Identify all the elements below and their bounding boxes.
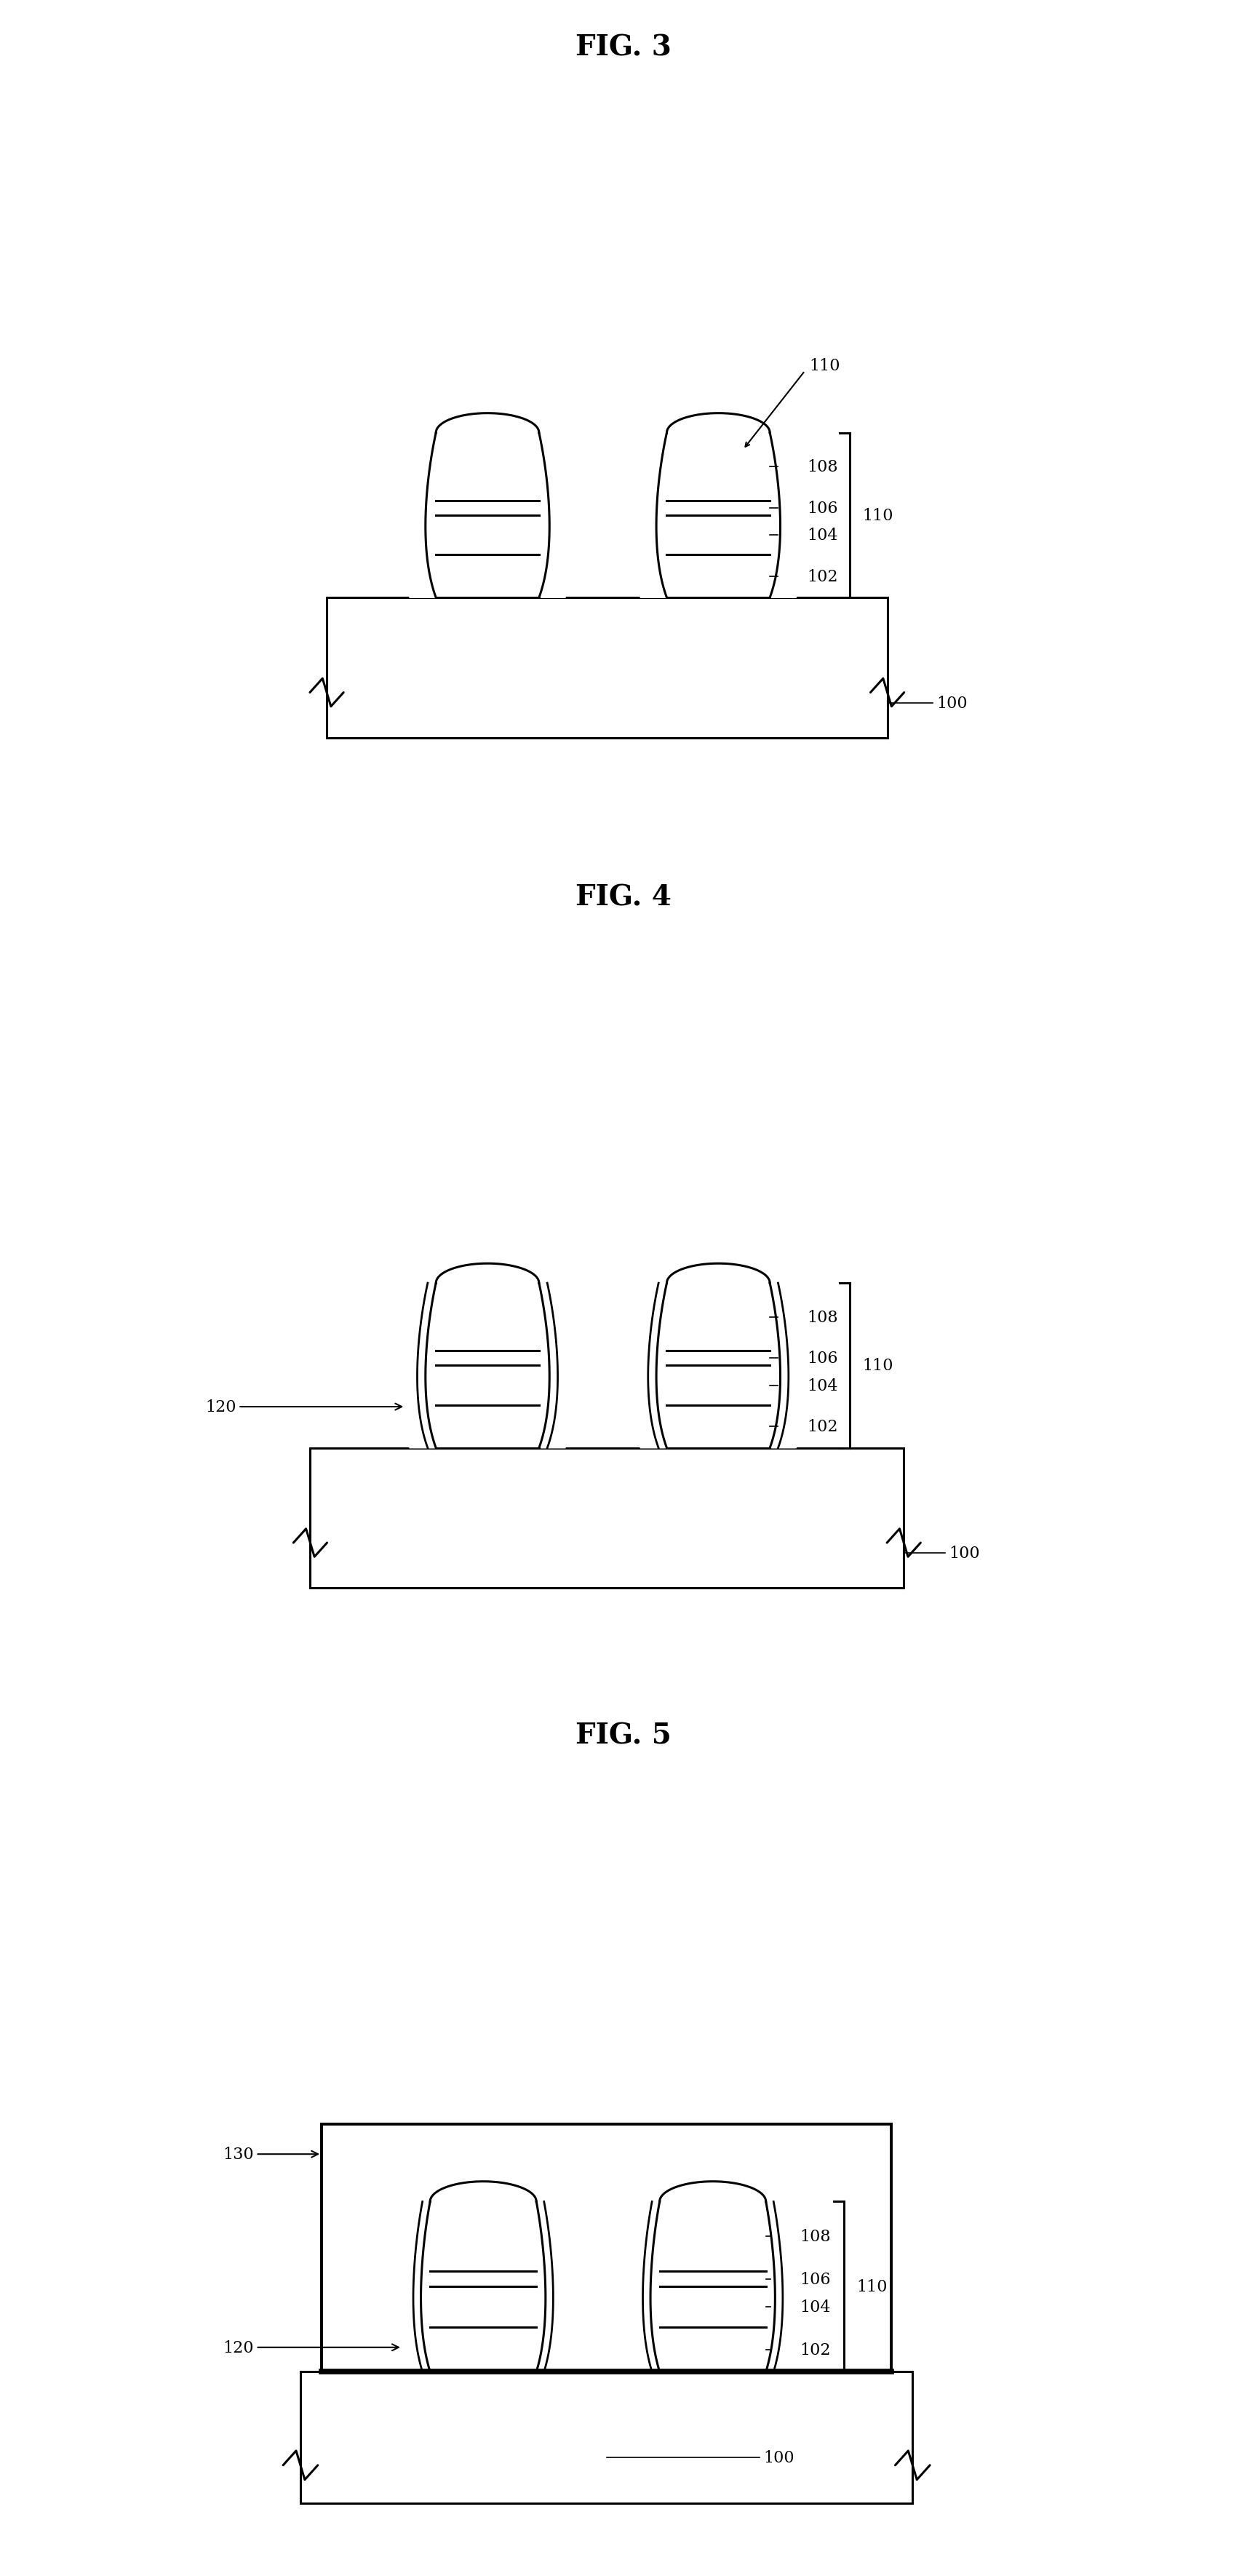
Bar [436, 500, 539, 515]
Text: 108: 108 [807, 1309, 838, 1324]
Bar [667, 1265, 769, 1350]
Polygon shape [539, 1283, 565, 1448]
Bar [667, 1406, 769, 1448]
Bar [436, 1406, 539, 1448]
Text: 100: 100 [763, 2450, 794, 2465]
Bar [301, 2372, 913, 2504]
Bar [667, 556, 769, 598]
Text: 120: 120 [223, 2339, 399, 2354]
Text: 104: 104 [807, 1378, 838, 1394]
Text: 106: 106 [807, 1350, 838, 1365]
Bar [430, 2182, 536, 2272]
Polygon shape [769, 1283, 796, 1448]
Bar [660, 2182, 766, 2272]
Bar [436, 415, 539, 500]
Bar [660, 2287, 766, 2329]
Bar [436, 1265, 539, 1350]
Polygon shape [409, 1283, 436, 1448]
Text: 102: 102 [807, 569, 838, 585]
Polygon shape [436, 374, 539, 433]
Polygon shape [539, 433, 565, 598]
Polygon shape [536, 2202, 561, 2372]
Polygon shape [436, 1224, 539, 1283]
Text: 100: 100 [936, 696, 968, 711]
Text: 110: 110 [857, 2280, 888, 2295]
Bar [430, 2329, 536, 2372]
Bar [430, 2272, 536, 2287]
Bar [322, 2125, 892, 2372]
Bar [436, 515, 539, 556]
Text: 110: 110 [862, 507, 893, 523]
Text: 108: 108 [799, 2228, 831, 2244]
Bar [311, 1448, 904, 1589]
Bar [660, 2272, 766, 2287]
Polygon shape [635, 2202, 660, 2372]
Polygon shape [667, 374, 769, 433]
Text: 120: 120 [205, 1399, 402, 1414]
Polygon shape [405, 2202, 430, 2372]
Text: 104: 104 [807, 528, 838, 544]
Polygon shape [430, 2138, 536, 2202]
Bar [667, 415, 769, 500]
Text: FIG. 4: FIG. 4 [576, 884, 671, 912]
Text: 100: 100 [949, 1546, 980, 1561]
Bar [436, 1350, 539, 1365]
Bar [667, 500, 769, 515]
Bar [327, 598, 888, 739]
Text: 104: 104 [799, 2300, 831, 2316]
Bar [667, 515, 769, 556]
Text: 102: 102 [799, 2342, 831, 2357]
Text: 130: 130 [223, 2146, 318, 2161]
Polygon shape [667, 1224, 769, 1283]
Text: 110: 110 [809, 358, 840, 374]
Text: 110: 110 [862, 1358, 893, 1373]
Bar [436, 556, 539, 598]
Text: 102: 102 [807, 1419, 838, 1435]
Bar [667, 1365, 769, 1406]
Text: FIG. 5: FIG. 5 [576, 1721, 671, 1749]
Polygon shape [769, 433, 796, 598]
Text: 108: 108 [807, 459, 838, 474]
Bar [667, 1350, 769, 1365]
Text: 106: 106 [799, 2272, 831, 2287]
Polygon shape [641, 433, 667, 598]
Bar [660, 2329, 766, 2372]
Text: FIG. 3: FIG. 3 [576, 33, 671, 62]
Polygon shape [766, 2202, 791, 2372]
Polygon shape [409, 433, 436, 598]
Bar [430, 2287, 536, 2329]
Polygon shape [641, 1283, 667, 1448]
Polygon shape [660, 2138, 766, 2202]
Text: 106: 106 [807, 500, 838, 515]
Bar [436, 1365, 539, 1406]
